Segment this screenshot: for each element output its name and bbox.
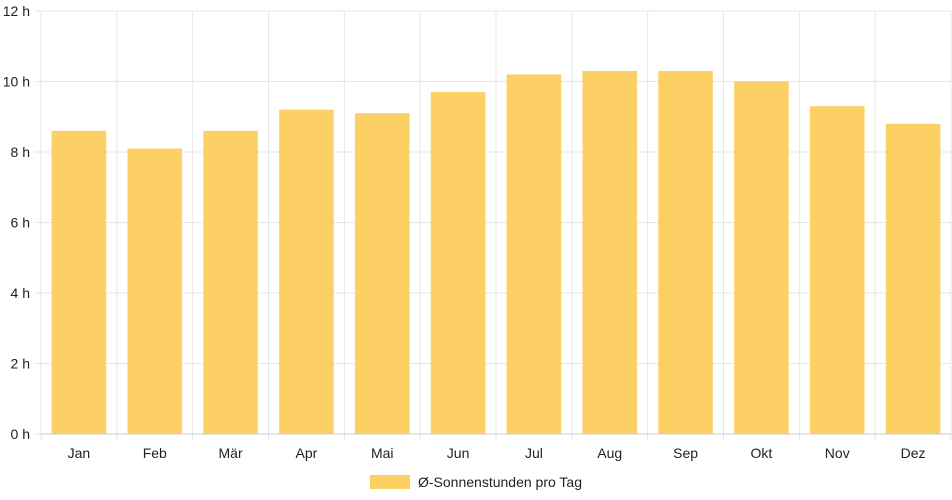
x-tick-label: Sep	[673, 445, 698, 461]
x-tick-label: Okt	[751, 445, 773, 461]
bar-mai[interactable]	[354, 113, 410, 434]
legend-label: Ø-Sonnenstunden pro Tag	[418, 474, 582, 490]
y-tick-label: 6 h	[11, 215, 30, 231]
bar-jun[interactable]	[430, 92, 486, 434]
y-tick-label: 4 h	[11, 285, 30, 301]
bar-dez[interactable]	[885, 123, 941, 435]
x-tick-label: Aug	[597, 445, 622, 461]
bar-sep[interactable]	[658, 70, 713, 435]
x-tick-label: Jan	[68, 445, 91, 461]
y-tick-label: 2 h	[11, 356, 30, 372]
x-tick-label: Jul	[525, 445, 543, 461]
x-tick-label: Mär	[219, 445, 243, 461]
x-tick-label: Nov	[825, 445, 850, 461]
y-tick-label: 12 h	[3, 3, 30, 19]
bar-apr[interactable]	[279, 109, 334, 434]
bar-jan[interactable]	[51, 130, 107, 434]
y-axis: 0 h 2 h 4 h 6 h 8 h 10 h 12 h	[3, 3, 30, 442]
y-tick-label: 0 h	[11, 426, 30, 442]
grid-lines	[35, 10, 952, 440]
x-tick-label: Dez	[901, 445, 926, 461]
bar-nov[interactable]	[809, 106, 865, 435]
bar-feb[interactable]	[127, 148, 183, 434]
bar-okt[interactable]	[734, 81, 789, 435]
bars-group	[51, 70, 941, 435]
x-tick-label: Apr	[296, 445, 318, 461]
bar-aug[interactable]	[582, 70, 638, 435]
x-tick-label: Jun	[447, 445, 470, 461]
bar-mär[interactable]	[203, 130, 258, 434]
legend-swatch	[370, 475, 410, 489]
x-tick-label: Feb	[143, 445, 167, 461]
legend[interactable]: Ø-Sonnenstunden pro Tag	[370, 474, 582, 490]
x-tick-label: Mai	[371, 445, 394, 461]
y-tick-label: 10 h	[3, 74, 30, 90]
y-tick-label: 8 h	[11, 144, 30, 160]
bar-jul[interactable]	[506, 74, 562, 434]
x-axis: Jan Feb Mär Apr Mai Jun Jul Aug Sep Okt Nov Dez	[41, 433, 951, 461]
